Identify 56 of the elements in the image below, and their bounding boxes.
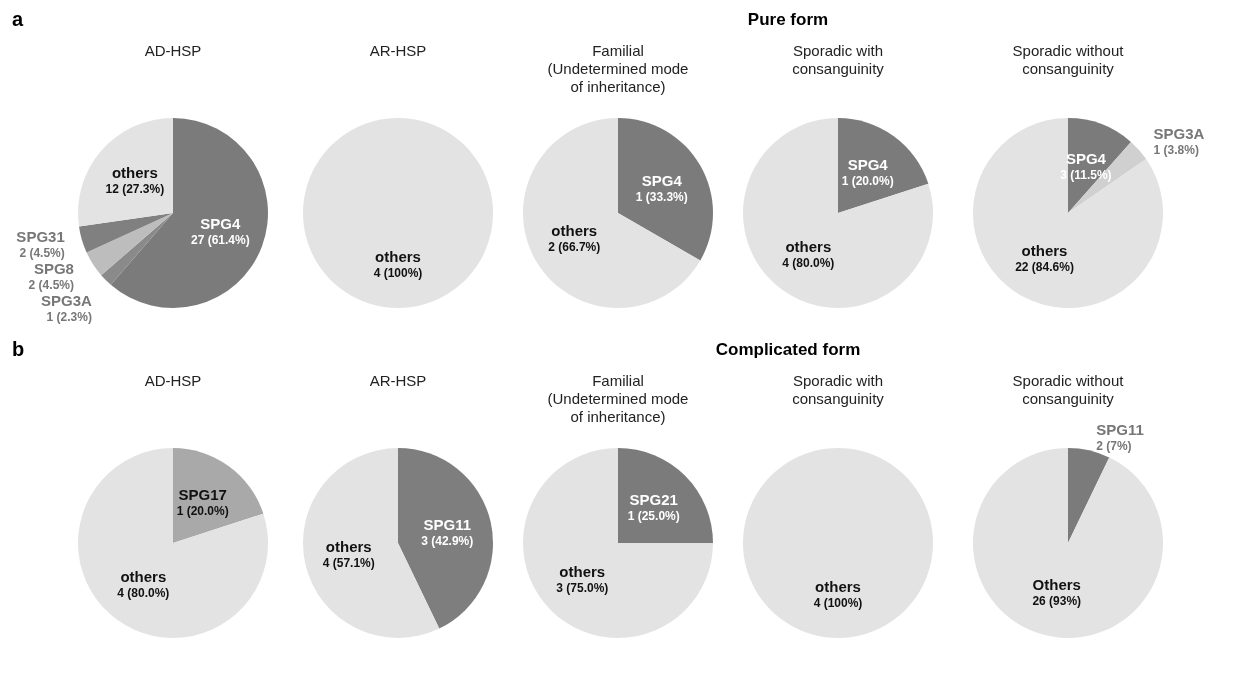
- chart-title: AR-HSP: [369, 41, 427, 59]
- chart-title: AR-HSP: [369, 371, 427, 389]
- data-label: 4 (100%): [373, 265, 423, 280]
- slice-label: others: [551, 222, 598, 240]
- slice-label: others: [559, 562, 606, 580]
- slice-label: SPG8: [33, 259, 74, 277]
- chart-title: Sporadic with consanguinity: [792, 371, 885, 407]
- data-label: 1 (25.0%): [627, 509, 680, 524]
- chart-title: Sporadic with consanguinity: [792, 41, 885, 77]
- slice-label: others: [785, 237, 832, 255]
- chart-title: AD-HSP: [144, 371, 202, 389]
- slice-label: SPG4: [641, 171, 683, 189]
- data-label: 2 (7%): [1096, 438, 1132, 453]
- data-label: 4 (80.0%): [782, 255, 835, 270]
- data-label: 4 (100%): [813, 595, 863, 610]
- chart-title: Familial (Undetermined mode of inheritance): [547, 371, 689, 425]
- slice-label: SPG3A: [41, 291, 93, 309]
- data-label: 22 (84.6%): [1015, 259, 1074, 274]
- slice-label: others: [1021, 241, 1068, 259]
- data-label: 4 (57.1%): [322, 556, 375, 571]
- slice-label: others: [111, 163, 158, 181]
- slice-label: SPG3A: [1153, 124, 1205, 142]
- data-label: 2 (66.7%): [548, 240, 601, 255]
- slice-label: Others: [1032, 576, 1081, 594]
- chart-title: AD-HSP: [144, 41, 202, 59]
- text: Complicated form: [714, 340, 862, 360]
- slice-label: SPG21: [629, 491, 678, 509]
- data-label: 1 (3.8%): [1153, 142, 1199, 157]
- data-label: 2 (4.5%): [19, 245, 65, 260]
- data-label: 26 (93%): [1032, 594, 1082, 609]
- text: Pure form: [746, 10, 830, 30]
- slice-label: others: [325, 538, 372, 556]
- data-label: 1 (20.0%): [841, 174, 894, 189]
- chart-title: Sporadic without consanguinity: [1012, 371, 1125, 407]
- slice-label: SPG11: [1096, 420, 1144, 438]
- slice-label: others: [815, 577, 861, 595]
- chart-title: Sporadic without consanguinity: [1012, 41, 1125, 77]
- slice-label: SPG31: [16, 227, 65, 245]
- chart-title: Familial (Undetermined mode of inheritance): [547, 41, 689, 95]
- text: a: [12, 8, 24, 31]
- slice-label: SPG4: [200, 214, 241, 232]
- slice-label: SPG11: [423, 515, 472, 533]
- data-label: 1 (33.3%): [635, 189, 688, 204]
- data-label: 4 (80.0%): [117, 585, 170, 600]
- slice-label: SPG17: [178, 486, 227, 504]
- slice-label: others: [375, 247, 421, 265]
- data-label: 3 (75.0%): [556, 580, 609, 595]
- data-label: 12 (27.3%): [105, 181, 165, 196]
- data-label: 27 (61.4%): [190, 232, 250, 247]
- data-label: 2 (4.5%): [28, 277, 74, 292]
- text: b: [12, 338, 25, 361]
- data-label: 1 (20.0%): [176, 504, 229, 519]
- slice-label: SPG4: [847, 156, 889, 174]
- data-label: 3 (42.9%): [421, 533, 474, 548]
- slice-label: others: [120, 567, 167, 585]
- data-label: 1 (2.3%): [46, 309, 92, 324]
